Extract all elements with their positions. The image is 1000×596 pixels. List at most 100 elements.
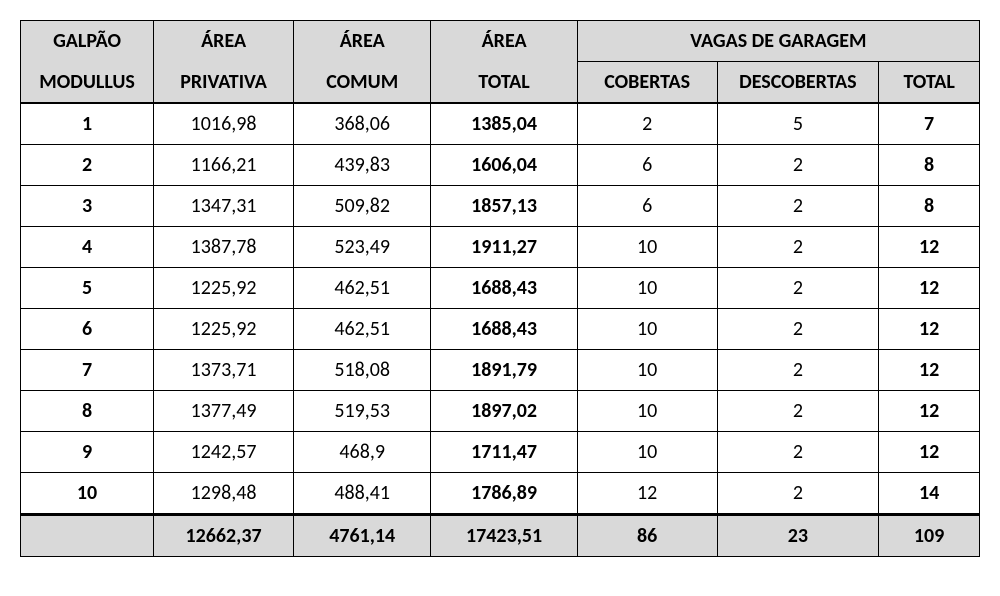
table-row: 11016,98368,061385,04257 (21, 103, 980, 145)
table-row: 61225,92462,511688,4310212 (21, 309, 980, 350)
header-vagas: VAGAS DE GARAGEM (577, 21, 979, 62)
cell-acomum: 468,9 (294, 432, 431, 473)
cell-apriv: 1225,92 (154, 309, 294, 350)
cell-apriv: 1016,98 (154, 103, 294, 145)
header-galpao-bottom: MODULLUS (21, 62, 154, 104)
cell-atotal: 1711,47 (431, 432, 577, 473)
cell-cobertas: 10 (577, 350, 717, 391)
cell-galpao: 5 (21, 268, 154, 309)
header-cobertas: COBERTAS (577, 62, 717, 104)
area-table: GALPÃO ÁREA ÁREA ÁREA VAGAS DE GARAGEM M… (20, 20, 980, 557)
cell-atotal: 1891,79 (431, 350, 577, 391)
cell-galpao: 8 (21, 391, 154, 432)
cell-total: 7 (879, 103, 980, 145)
cell-total: 12 (879, 309, 980, 350)
cell-total: 12 (879, 391, 980, 432)
cell-apriv: 1387,78 (154, 227, 294, 268)
cell-cobertas: 2 (577, 103, 717, 145)
totals-galpao (21, 515, 154, 557)
cell-total: 14 (879, 473, 980, 515)
cell-acomum: 488,41 (294, 473, 431, 515)
cell-total: 8 (879, 145, 980, 186)
cell-atotal: 1688,43 (431, 309, 577, 350)
cell-cobertas: 6 (577, 186, 717, 227)
cell-apriv: 1242,57 (154, 432, 294, 473)
cell-descobertas: 2 (717, 391, 879, 432)
cell-galpao: 10 (21, 473, 154, 515)
cell-total: 12 (879, 432, 980, 473)
header-atotal-top: ÁREA (431, 21, 577, 62)
header-descobertas: DESCOBERTAS (717, 62, 879, 104)
table-row: 21166,21439,831606,04628 (21, 145, 980, 186)
cell-atotal: 1688,43 (431, 268, 577, 309)
cell-acomum: 518,08 (294, 350, 431, 391)
cell-atotal: 1897,02 (431, 391, 577, 432)
cell-galpao: 6 (21, 309, 154, 350)
cell-acomum: 519,53 (294, 391, 431, 432)
cell-total: 8 (879, 186, 980, 227)
totals-acomum: 4761,14 (294, 515, 431, 557)
cell-descobertas: 2 (717, 350, 879, 391)
cell-atotal: 1786,89 (431, 473, 577, 515)
cell-cobertas: 6 (577, 145, 717, 186)
cell-descobertas: 2 (717, 186, 879, 227)
cell-acomum: 523,49 (294, 227, 431, 268)
cell-galpao: 4 (21, 227, 154, 268)
cell-descobertas: 5 (717, 103, 879, 145)
cell-cobertas: 10 (577, 309, 717, 350)
table-row: 31347,31509,821857,13628 (21, 186, 980, 227)
header-acomum-bottom: COMUM (294, 62, 431, 104)
totals-total: 109 (879, 515, 980, 557)
header-total: TOTAL (879, 62, 980, 104)
cell-acomum: 509,82 (294, 186, 431, 227)
cell-cobertas: 12 (577, 473, 717, 515)
cell-acomum: 368,06 (294, 103, 431, 145)
cell-total: 12 (879, 350, 980, 391)
header-apriv-bottom: PRIVATIVA (154, 62, 294, 104)
table-row: 41387,78523,491911,2710212 (21, 227, 980, 268)
cell-descobertas: 2 (717, 432, 879, 473)
table-row: 91242,57468,91711,4710212 (21, 432, 980, 473)
cell-galpao: 2 (21, 145, 154, 186)
totals-row: 12662,374761,1417423,518623109 (21, 515, 980, 557)
cell-acomum: 439,83 (294, 145, 431, 186)
cell-cobertas: 10 (577, 227, 717, 268)
totals-atotal: 17423,51 (431, 515, 577, 557)
cell-atotal: 1857,13 (431, 186, 577, 227)
totals-apriv: 12662,37 (154, 515, 294, 557)
header-acomum-top: ÁREA (294, 21, 431, 62)
table-body: 11016,98368,061385,0425721166,21439,8316… (21, 103, 980, 557)
cell-apriv: 1377,49 (154, 391, 294, 432)
cell-atotal: 1606,04 (431, 145, 577, 186)
cell-cobertas: 10 (577, 391, 717, 432)
header-apriv-top: ÁREA (154, 21, 294, 62)
cell-descobertas: 2 (717, 309, 879, 350)
cell-total: 12 (879, 268, 980, 309)
table-row: 71373,71518,081891,7910212 (21, 350, 980, 391)
totals-descobertas: 23 (717, 515, 879, 557)
cell-atotal: 1911,27 (431, 227, 577, 268)
cell-galpao: 1 (21, 103, 154, 145)
cell-descobertas: 2 (717, 268, 879, 309)
cell-descobertas: 2 (717, 473, 879, 515)
table-row: 101298,48488,411786,8912214 (21, 473, 980, 515)
totals-cobertas: 86 (577, 515, 717, 557)
header-galpao-top: GALPÃO (21, 21, 154, 62)
cell-apriv: 1166,21 (154, 145, 294, 186)
cell-cobertas: 10 (577, 268, 717, 309)
cell-descobertas: 2 (717, 145, 879, 186)
cell-atotal: 1385,04 (431, 103, 577, 145)
cell-total: 12 (879, 227, 980, 268)
cell-acomum: 462,51 (294, 309, 431, 350)
cell-galpao: 9 (21, 432, 154, 473)
header-atotal-bottom: TOTAL (431, 62, 577, 104)
table-row: 51225,92462,511688,4310212 (21, 268, 980, 309)
cell-galpao: 7 (21, 350, 154, 391)
cell-apriv: 1298,48 (154, 473, 294, 515)
cell-galpao: 3 (21, 186, 154, 227)
cell-acomum: 462,51 (294, 268, 431, 309)
table-row: 81377,49519,531897,0210212 (21, 391, 980, 432)
cell-cobertas: 10 (577, 432, 717, 473)
cell-apriv: 1347,31 (154, 186, 294, 227)
table-header: GALPÃO ÁREA ÁREA ÁREA VAGAS DE GARAGEM M… (21, 21, 980, 104)
